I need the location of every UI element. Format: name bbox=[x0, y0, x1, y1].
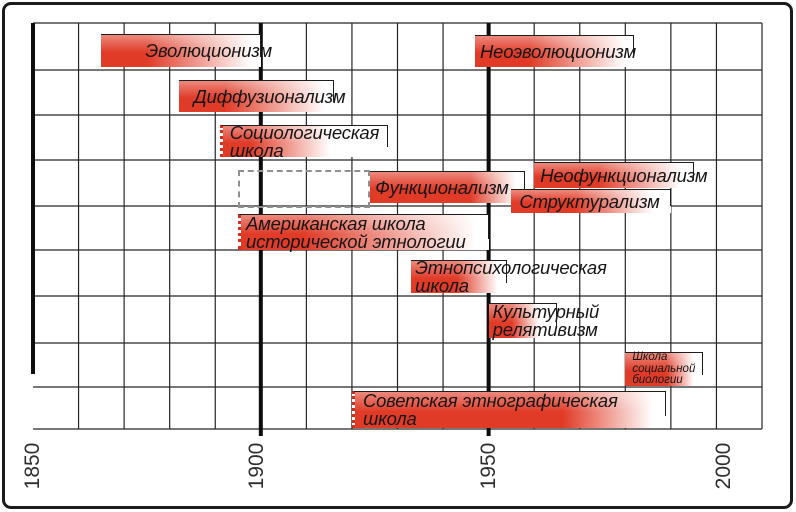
bar-label-american-historical-school-line1: Американская школа bbox=[246, 212, 426, 234]
bar-label-soviet-ethnographic-school-line2: школа bbox=[362, 408, 417, 429]
bar-label-functionalism: Функционализм bbox=[375, 176, 509, 198]
bar-end-tick bbox=[701, 353, 703, 376]
bar-evolutionism: Эволюционизм bbox=[101, 34, 272, 67]
bar-end-tick bbox=[665, 392, 667, 417]
bar-label-sociological-school-line2: школа bbox=[229, 139, 284, 161]
bar-label-structuralism: Структурализм bbox=[519, 190, 660, 212]
bar-label-cultural-relativism-line2: релятивизм bbox=[492, 319, 598, 340]
bar-sociological-school: Социологическая школа bbox=[219, 121, 389, 161]
bar-label-sociological-school-line1: Социологическая bbox=[229, 121, 380, 143]
bar-end-tick bbox=[387, 126, 389, 148]
bar-label-diffusionism: Диффузионализм bbox=[193, 85, 346, 107]
bar-label-ethnopsychological-school-line1: Этнопсихологическая bbox=[415, 257, 607, 279]
bar-end-tick bbox=[505, 261, 507, 283]
bar-american-historical-school: Американская школа исторической этнологии bbox=[238, 214, 489, 250]
bar-end-tick bbox=[524, 172, 526, 194]
bar-label-ethnopsychological-school-line2: школа bbox=[415, 275, 469, 296]
bar-label-american-historical-school-line2: исторической этнологии bbox=[246, 230, 466, 252]
bar-structuralism: Структурализм bbox=[511, 189, 671, 213]
axis-year-label-2000: 2000 bbox=[712, 442, 736, 490]
bar-label-social-biology-school-line1: Школа bbox=[632, 351, 668, 364]
axis-year-label-1900: 1900 bbox=[244, 442, 268, 490]
bar-label-neoevolutionism: Неоэволюционизм bbox=[479, 40, 636, 62]
axis-year-label-1950: 1950 bbox=[476, 442, 500, 490]
axis-year-label-1850: 1850 bbox=[21, 442, 44, 490]
bar-soviet-ethnographic-school: Советская этнографическая школа bbox=[351, 390, 667, 429]
bar-end-tick bbox=[692, 163, 694, 180]
bar-functionalism: Функционализм bbox=[370, 171, 526, 203]
bar-end-tick bbox=[259, 35, 261, 57]
bar-end-tick bbox=[332, 81, 334, 103]
bar-end-tick bbox=[669, 190, 671, 206]
bar-cultural-relativism: Культурный релятивизм bbox=[488, 301, 600, 340]
bar-label-cultural-relativism-line1: Культурный bbox=[492, 301, 600, 323]
bar-end-tick bbox=[555, 304, 557, 328]
bar-label-social-biology-school-line3: биологии bbox=[632, 374, 683, 387]
bar-label-social-biology-school-line2: социальной bbox=[632, 362, 696, 375]
bar-end-tick bbox=[487, 215, 489, 239]
bar-neofunctionalism: Неофункционализм bbox=[534, 162, 708, 188]
bar-ethnopsychological-school: Этнопсихологическая школа bbox=[411, 257, 607, 296]
bar-label-soviet-ethnographic-school-line1: Советская этнографическая bbox=[362, 390, 618, 412]
bar-diffusionism: Диффузионализм bbox=[178, 80, 346, 112]
bar-label-evolutionism: Эволюционизм bbox=[145, 40, 272, 62]
bar-neoevolutionism: Неоэволюционизм bbox=[474, 35, 636, 67]
bar-end-tick bbox=[633, 36, 635, 58]
bar-social-biology-school: Школа социальной биологии bbox=[625, 351, 703, 387]
bar-label-neofunctionalism: Неофункционализм bbox=[540, 164, 708, 186]
phantom-period-box bbox=[238, 170, 371, 208]
